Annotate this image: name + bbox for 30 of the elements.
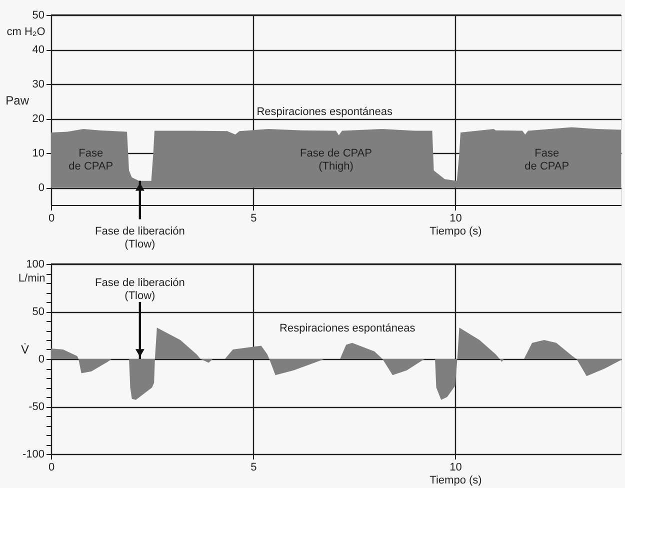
x-tick-label: 0 xyxy=(48,462,55,474)
y-tick-label: 100 xyxy=(26,258,44,270)
x-axis-title: Tiempo (s) xyxy=(430,226,482,238)
x-tick-label: 10 xyxy=(450,212,462,224)
y-tick-label: 50 xyxy=(32,10,44,22)
annotation: Respiraciones espontáneas xyxy=(256,106,393,118)
y-tick-label: -50 xyxy=(28,401,44,413)
annotation: Fase de CPAP xyxy=(524,148,570,173)
annotation: Fase de liberación (Tlow) xyxy=(94,277,185,302)
y-tick-label: -100 xyxy=(22,448,44,460)
annotation: Fase de liberación (Tlow) xyxy=(94,226,185,251)
x-tick-label: 0 xyxy=(48,212,55,224)
y-axis-title: V̇ xyxy=(20,342,29,356)
y-axis-title: Paw xyxy=(6,94,30,108)
y-tick-label: 50 xyxy=(32,306,44,318)
y-tick-label: 30 xyxy=(32,78,44,91)
annotation: Fase de CPAP xyxy=(68,148,114,173)
text: cm H₂O xyxy=(6,26,46,38)
x-tick-label: 5 xyxy=(250,212,257,224)
y-tick-label: 40 xyxy=(32,44,44,56)
x-axis-title: Tiempo (s) xyxy=(430,474,482,486)
annotation: Fase de CPAP (Thigh) xyxy=(300,148,372,173)
annotation: Respiraciones espontáneas xyxy=(280,322,416,335)
y-tick-label: 10 xyxy=(32,148,44,160)
y-tick-label: 20 xyxy=(32,113,44,126)
y-tick-label: 0 xyxy=(38,354,44,366)
y-tick-label: 0 xyxy=(38,182,44,194)
x-tick-label: 5 xyxy=(250,462,257,474)
text: L/min xyxy=(18,272,46,284)
x-tick-label: 10 xyxy=(450,462,462,474)
